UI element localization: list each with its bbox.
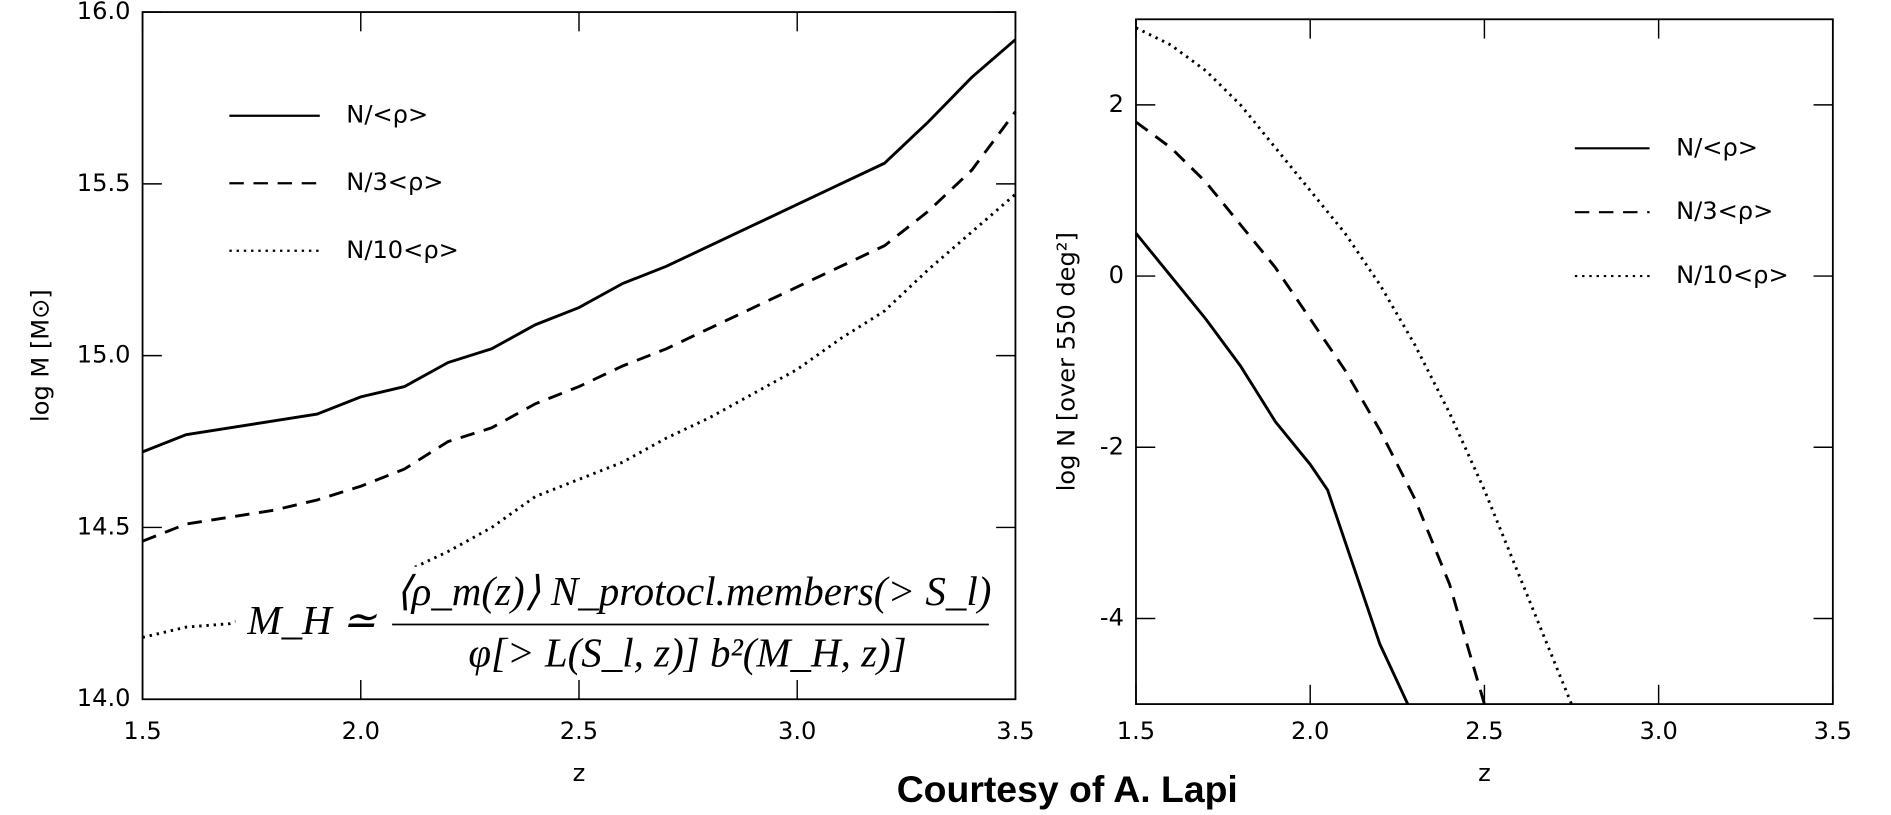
legend-label: N/<ρ> [346, 101, 428, 129]
legend-label: N/3<ρ> [346, 168, 443, 196]
x-tick-label: 2.5 [560, 717, 598, 745]
x-tick-label: 3.0 [1639, 717, 1677, 745]
y-tick-label: 16.0 [77, 0, 131, 25]
legend-label: N/3<ρ> [1676, 197, 1773, 225]
y-tick-label: 14.0 [77, 684, 131, 712]
data-line [1135, 120, 1486, 705]
x-tick-label: 3.5 [996, 717, 1034, 745]
annotation-lhs: M_H ≃ [246, 597, 377, 643]
y-axis-label: log N [over 550 deg²] [1052, 232, 1080, 491]
data-line [1135, 26, 1573, 705]
data-line [1134, 232, 1410, 705]
x-tick-label: 2.0 [1291, 717, 1329, 745]
x-axis-label: z [573, 759, 586, 787]
y-tick-label: 15.5 [77, 169, 131, 197]
x-tick-label: 2.0 [342, 717, 380, 745]
x-tick-label: 2.5 [1465, 717, 1503, 745]
x-tick-label: 3.0 [778, 717, 816, 745]
y-tick-label: 2 [1109, 90, 1124, 118]
y-tick-label: -4 [1100, 603, 1124, 631]
legend-label: N/10<ρ> [1676, 261, 1789, 289]
caption: Courtesy of A. Lapi [897, 768, 1238, 810]
x-tick-label: 3.5 [1814, 717, 1852, 745]
plot-frame [1135, 18, 1834, 705]
annotation-numerator: ⟨ρ_m(z)⟩ N_protocl.members(> S_l) [396, 568, 992, 614]
data-line [142, 110, 1017, 543]
y-tick-label: 0 [1109, 261, 1124, 289]
annotation-denominator: φ[> L(S_l, z)] b²(M_H, z)] [468, 629, 906, 675]
x-tick-label: 1.5 [1117, 717, 1155, 745]
y-tick-label: -2 [1100, 432, 1124, 460]
x-tick-label: 1.5 [123, 717, 161, 745]
data-line [142, 38, 1017, 454]
legend-label: N/10<ρ> [346, 236, 459, 264]
y-tick-label: 14.5 [77, 512, 131, 540]
y-tick-label: 15.0 [77, 341, 131, 369]
legend-label: N/<ρ> [1676, 133, 1758, 161]
x-axis-label: z [1478, 759, 1491, 787]
annotation-bg [235, 566, 995, 688]
y-axis-label: log M [M⊙] [26, 289, 54, 422]
